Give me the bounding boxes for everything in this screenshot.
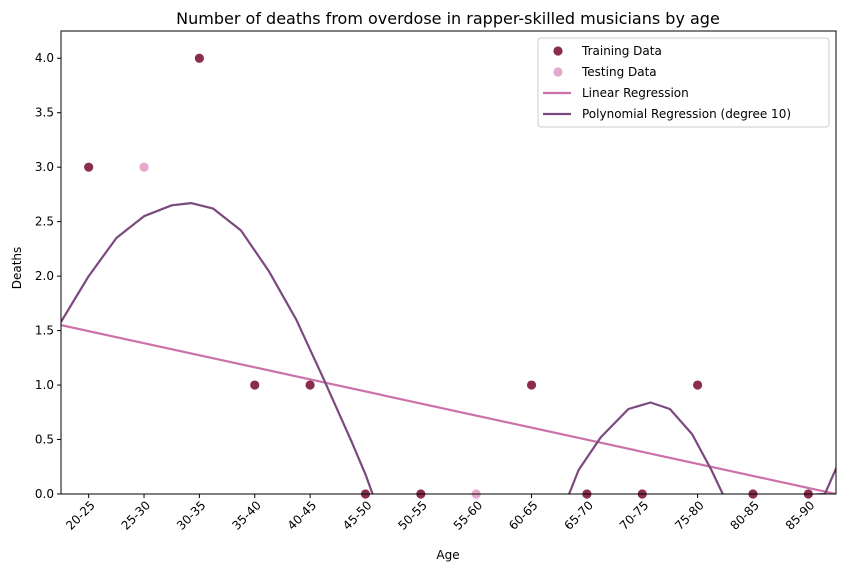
series-line-3 xyxy=(61,202,836,494)
y-tick-label: 2.0 xyxy=(35,269,54,283)
x-tick-label: 35-40 xyxy=(229,498,264,533)
legend-label-1: Testing Data xyxy=(581,65,657,79)
y-axis-ticks: 0.0 0.5 1.0 1.5 2.0 2.5 3.0 3.5 4.0 xyxy=(35,51,61,501)
plot-frame xyxy=(60,30,837,495)
y-tick-label: 2.5 xyxy=(35,215,54,229)
x-axis-ticks: 20-25 25-30 30-35 35-40 40-45 45-50 50-55 55-60… xyxy=(63,494,817,533)
data-point-series-0 xyxy=(250,380,260,390)
legend-box xyxy=(537,37,830,128)
data-point-series-0 xyxy=(84,162,94,172)
chart-title: Number of deaths from overdose in rapper… xyxy=(176,9,720,28)
legend-label-2: Linear Regression xyxy=(582,86,689,100)
x-axis-label: Age xyxy=(436,548,459,562)
legend-label-3: Polynomial Regression (degree 10) xyxy=(582,107,791,121)
x-tick-label: 60-65 xyxy=(506,498,541,533)
y-tick-label: 3.0 xyxy=(35,160,54,174)
y-tick-label: 1.5 xyxy=(35,324,54,338)
x-tick-label: 75-80 xyxy=(672,498,707,533)
x-tick-label: 50-55 xyxy=(395,498,430,533)
data-point-series-0 xyxy=(693,380,703,390)
y-tick-label: 0.5 xyxy=(35,433,54,447)
y-tick-label: 3.5 xyxy=(35,106,54,120)
data-point-series-0 xyxy=(526,380,537,390)
x-tick-label: 85-90 xyxy=(783,498,818,533)
x-tick-label: 45-50 xyxy=(340,498,375,533)
x-tick-label: 30-35 xyxy=(174,498,209,533)
data-point-series-0 xyxy=(305,380,315,390)
x-tick-label: 55-60 xyxy=(451,498,486,533)
series-line-2 xyxy=(61,324,836,494)
x-tick-label: 70-75 xyxy=(617,498,652,533)
y-axis-label: Deaths xyxy=(10,247,24,290)
x-tick-label: 80-85 xyxy=(728,498,763,533)
x-tick-label: 40-45 xyxy=(285,498,320,533)
legend-marker-1 xyxy=(553,67,563,77)
data-point-series-0 xyxy=(194,53,204,63)
x-tick-label: 20-25 xyxy=(63,498,98,533)
legend: Training Data Testing Data Linear Regressi… xyxy=(537,37,830,128)
y-tick-label: 4.0 xyxy=(35,51,54,65)
x-tick-label: 25-30 xyxy=(119,498,154,533)
x-tick-label: 65-70 xyxy=(561,498,596,533)
regression-lines xyxy=(61,202,836,494)
y-tick-label: 0.0 xyxy=(35,487,54,501)
data-point-series-1 xyxy=(139,162,149,172)
y-tick-label: 1.0 xyxy=(35,378,54,392)
legend-label-0: Training Data xyxy=(581,44,662,58)
legend-marker-0 xyxy=(553,46,563,56)
